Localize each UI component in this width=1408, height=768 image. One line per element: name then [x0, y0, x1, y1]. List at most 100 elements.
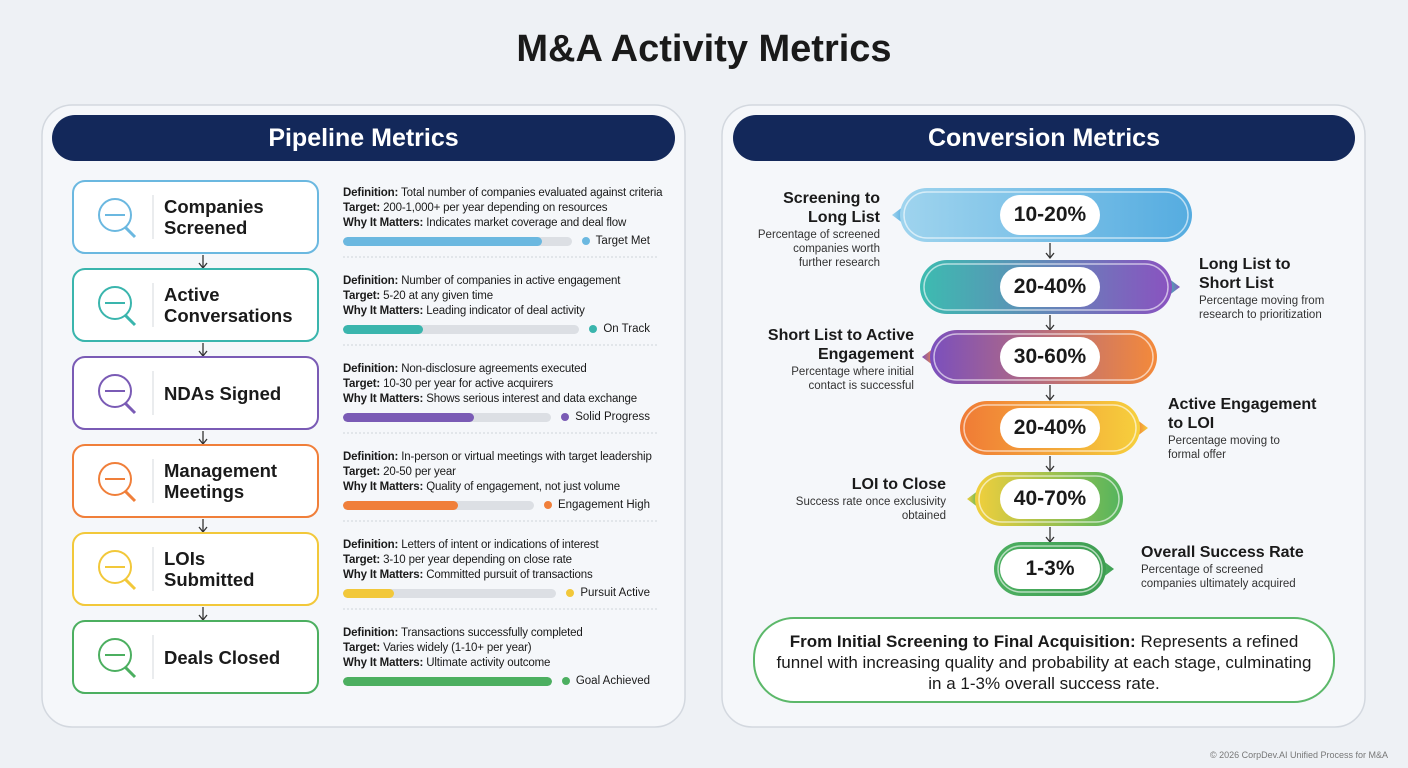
stage-label: Engagement [817, 346, 914, 363]
progress-row: Target Met [343, 234, 650, 248]
stage-label: Long List to [1199, 256, 1291, 273]
stage-label: Long List [808, 209, 880, 226]
progress-track [343, 236, 572, 246]
rate-badge [1000, 549, 1100, 589]
stage-label: Overall Success Rate [1141, 544, 1304, 561]
stage-inner [978, 475, 1120, 523]
field-value: Transactions successfully completed [401, 627, 583, 639]
field-value: Quality of engagement, not just volume [426, 481, 620, 493]
metric-definition: Definition: Number of companies in activ… [343, 274, 620, 289]
stage-rate: 1-3% [1025, 557, 1075, 580]
metric-name: NDAs Signed [164, 382, 282, 404]
conversion-header [733, 115, 1355, 161]
field-label: Target: [343, 290, 381, 302]
field-label: Why It Matters: [343, 305, 424, 317]
field-value: In-person or virtual meetings with targe… [401, 451, 652, 463]
field-label: Target: [343, 202, 381, 214]
stage-inner [963, 404, 1137, 452]
field-label: Target: [343, 466, 381, 478]
field-value: 200-1,000+ per year depending on resourc… [383, 202, 608, 214]
field-value: Shows serious interest and data exchange [426, 393, 637, 405]
stage-label: Active Engagement [1168, 396, 1317, 413]
field-label: Definition: [343, 627, 399, 639]
field-label: Definition: [343, 451, 399, 463]
status-label: On Track [603, 323, 650, 335]
metric-target: Target: 200-1,000+ per year depending on… [343, 201, 607, 216]
progress-fill [343, 500, 458, 510]
stage-label: Screening to [783, 190, 880, 207]
progress-track [343, 676, 552, 686]
stage-description: Percentage of screened [1141, 564, 1264, 576]
rate-badge [1000, 408, 1100, 448]
pipeline-title: Pipeline Metrics [268, 124, 459, 152]
icon [98, 286, 132, 320]
icon [123, 225, 137, 239]
field-value: Non-disclosure agreements executed [401, 363, 587, 375]
icon [123, 313, 137, 327]
status-label: Pursuit Active [580, 587, 650, 599]
field-value: Total number of companies evaluated agai… [401, 187, 663, 199]
field-value: Committed pursuit of transactions [426, 569, 593, 581]
progress-row: Pursuit Active [343, 586, 650, 600]
metric-target: Target: 3-10 per year depending on close… [343, 553, 572, 568]
progress-row: On Track [343, 322, 650, 336]
metric-definition: Definition: In-person or virtual meeting… [343, 450, 652, 465]
summary-text: Represents a refined funnel with increas… [776, 632, 1312, 693]
progress-track [343, 324, 580, 334]
progress-row: Engagement High [343, 498, 650, 512]
progress-track [343, 588, 557, 598]
status-dot [543, 501, 552, 509]
field-label: Why It Matters: [343, 569, 424, 581]
metric-name: Companies [164, 196, 264, 217]
field-label: Why It Matters: [343, 393, 424, 405]
icon [123, 577, 137, 591]
metric-definition: Definition: Non-disclosure agreements ex… [343, 362, 587, 377]
stage-arrow [1045, 252, 1055, 260]
pipeline-header [52, 115, 675, 161]
metric-definition: Definition: Total number of companies ev… [343, 186, 663, 201]
field-label: Definition: [343, 539, 399, 551]
field-value: Leading indicator of deal activity [426, 305, 585, 317]
stage-arrow [1045, 394, 1055, 402]
stage-label: Short List [1199, 275, 1274, 292]
status-dot [561, 413, 570, 421]
rate-badge [1000, 195, 1100, 235]
stage-description: Success rate once exclusivity [795, 496, 946, 508]
status-dot [589, 325, 598, 333]
progress-fill [343, 588, 395, 598]
metric-why: Why It Matters: Quality of engagement, n… [343, 480, 620, 495]
stage-description: Percentage moving to [1168, 435, 1280, 447]
field-value: 5-20 at any given time [383, 290, 493, 302]
field-label: Definition: [343, 187, 399, 199]
icon [98, 462, 132, 496]
field-label: Definition: [343, 275, 399, 287]
stage-rate: 30-60% [1013, 345, 1087, 368]
icon [123, 489, 137, 503]
metric-name: Management [164, 460, 278, 481]
rate-badge [1000, 479, 1100, 519]
status-dot [581, 237, 590, 245]
progress-row: Goal Achieved [343, 674, 650, 688]
metric-why: Why It Matters: Committed pursuit of tra… [343, 568, 593, 583]
metric-definition: Definition: Letters of intent or indicat… [343, 538, 599, 553]
metric-name: Active [164, 284, 220, 305]
metric-name: Deals Closed [164, 646, 281, 668]
metric-why: Why It Matters: Indicates market coverag… [343, 216, 626, 231]
progress-fill [343, 236, 542, 246]
metric-name: Submitted [164, 569, 255, 590]
status-dot [561, 677, 570, 685]
field-value: Letters of intent or indications of inte… [401, 539, 599, 551]
stage-description: further research [798, 257, 880, 269]
metric-target: Target: 5-20 at any given time [343, 289, 493, 304]
progress-fill [343, 676, 552, 686]
icon [123, 401, 137, 415]
stage-description: Percentage of screened [757, 229, 880, 241]
status-label: Solid Progress [575, 411, 650, 423]
stage-label: Short List to Active [767, 327, 914, 344]
metric-name: Meetings [164, 481, 245, 502]
status-dot [566, 589, 575, 597]
stage-rate: 20-40% [1013, 275, 1087, 298]
progress-track [343, 500, 534, 510]
